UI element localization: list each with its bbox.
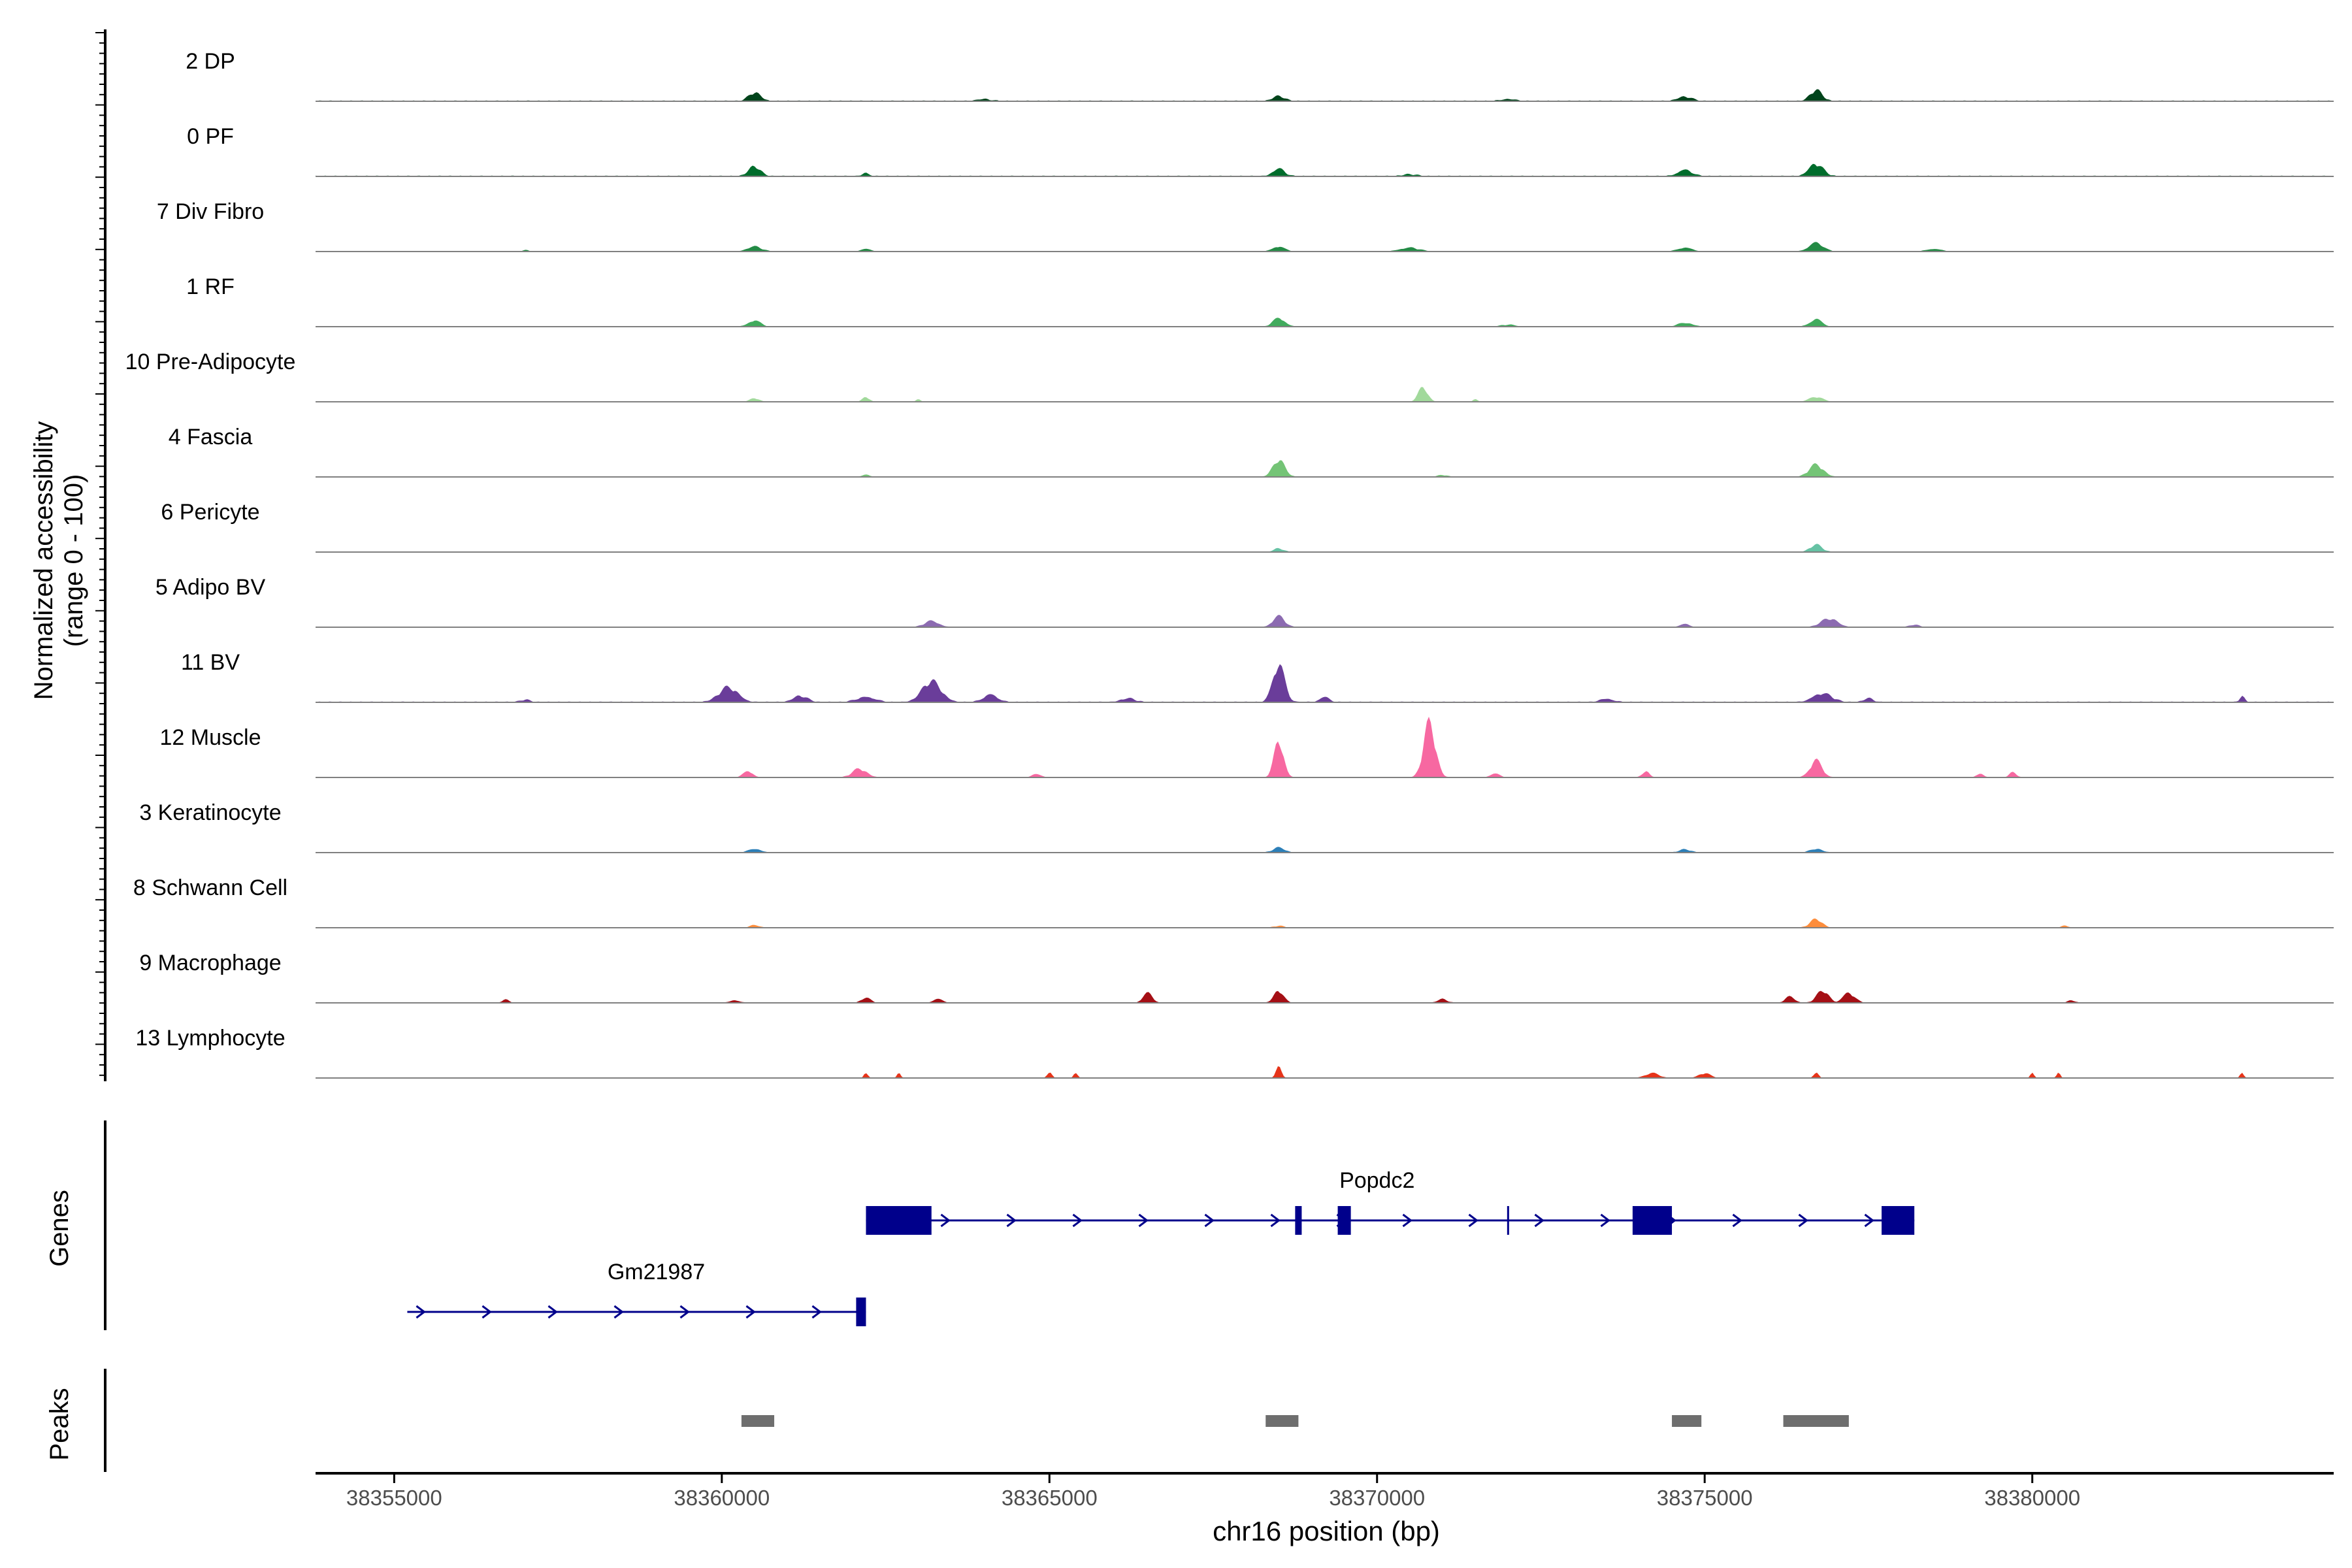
strand-arrow <box>1402 1213 1413 1228</box>
track-label: 12 Muscle <box>160 725 261 750</box>
track-label: 7 Div Fibro <box>157 199 264 224</box>
gene-name-label: Gm21987 <box>608 1260 705 1284</box>
track-signal-area <box>316 460 2334 477</box>
gene-exon <box>1632 1206 1673 1235</box>
y-axis-label-range: (range 0 - 100) <box>59 474 88 647</box>
track-label: 5 Adipo BV <box>155 575 266 600</box>
genes-panel: Popdc2 Gm21987 <box>104 1120 1915 1330</box>
track-label: 3 Keratinocyte <box>139 800 281 825</box>
track-label: 9 Macrophage <box>139 951 281 975</box>
strand-arrow <box>1138 1213 1149 1228</box>
track-label: 2 DP <box>186 49 235 74</box>
track-signal-area <box>316 717 2334 777</box>
x-axis-label: chr16 position (bp) <box>1213 1516 1440 1546</box>
track-signal-area <box>316 664 2334 702</box>
track-signal-area <box>316 615 2334 627</box>
peak-region <box>1783 1415 1849 1427</box>
x-axis: 38355000 38360000 38365000 38370000 38375000… <box>316 1472 2334 1510</box>
gene-exon <box>856 1298 866 1326</box>
genes-panel-label: Genes <box>45 1190 74 1267</box>
peak-region <box>1672 1415 1702 1427</box>
gene-exon <box>1337 1206 1351 1235</box>
track-signal-area <box>316 89 2334 101</box>
strand-arrow <box>613 1305 624 1319</box>
track-signal-area <box>316 387 2334 402</box>
track-label: 11 BV <box>181 650 240 675</box>
x-tick-label: 38360000 <box>674 1486 770 1510</box>
track-label: 13 Lymphocyte <box>135 1026 285 1051</box>
strand-arrow <box>1864 1213 1874 1228</box>
strand-arrow <box>1600 1213 1610 1228</box>
peak-region <box>1266 1415 1299 1427</box>
accessibility-tracks: 2 DP 0 PF 7 Div Fibro 1 RF 10 Pre-Adipocyte 4… <box>125 49 2334 1079</box>
strand-arrow <box>1798 1213 1808 1228</box>
track-label: 6 Pericyte <box>161 500 259 525</box>
y-axis <box>95 29 106 1081</box>
track-signal-area <box>316 318 2334 327</box>
track-signal-area <box>316 847 2334 853</box>
x-tick-label: 38365000 <box>1002 1486 1098 1510</box>
x-tick-label: 38355000 <box>346 1486 442 1510</box>
track-signal-area <box>316 544 2334 552</box>
x-tick-label: 38380000 <box>1984 1486 2080 1510</box>
track-label: 4 Fascia <box>169 425 253 449</box>
x-tick-label: 38370000 <box>1329 1486 1425 1510</box>
track-signal-area <box>316 163 2334 176</box>
strand-arrow <box>1204 1213 1215 1228</box>
strand-arrow <box>547 1305 558 1319</box>
gene-exon <box>866 1206 932 1235</box>
strand-arrow <box>1468 1213 1478 1228</box>
gene-name-label: Popdc2 <box>1339 1168 1414 1193</box>
peaks-panel-label: Peaks <box>45 1388 74 1460</box>
track-label: 1 RF <box>186 274 235 299</box>
strand-arrow <box>679 1305 690 1319</box>
gene-exon <box>1881 1206 1915 1235</box>
track-signal-area <box>316 918 2334 928</box>
peaks-panel <box>104 1369 1849 1472</box>
strand-arrow <box>811 1305 822 1319</box>
strand-arrow <box>1006 1213 1017 1228</box>
strand-arrow <box>482 1305 492 1319</box>
track-label: 10 Pre-Adipocyte <box>125 350 296 374</box>
track-signal-area <box>316 990 2334 1003</box>
strand-arrow <box>1534 1213 1544 1228</box>
track-label: 8 Schwann Cell <box>133 875 287 900</box>
gene-exon <box>1295 1206 1302 1235</box>
peak-region <box>741 1415 775 1427</box>
strand-arrow <box>1270 1213 1281 1228</box>
x-tick-label: 38375000 <box>1657 1486 1753 1510</box>
track-label: 0 PF <box>187 124 234 149</box>
track-signal-area <box>316 1066 2334 1078</box>
strand-arrow <box>1072 1213 1083 1228</box>
strand-arrow <box>416 1305 426 1319</box>
y-axis-label: Normalized accessibility <box>29 421 58 700</box>
strand-arrow <box>745 1305 756 1319</box>
strand-arrow <box>1732 1213 1742 1228</box>
strand-arrow <box>940 1213 951 1228</box>
track-signal-area <box>316 242 2334 252</box>
